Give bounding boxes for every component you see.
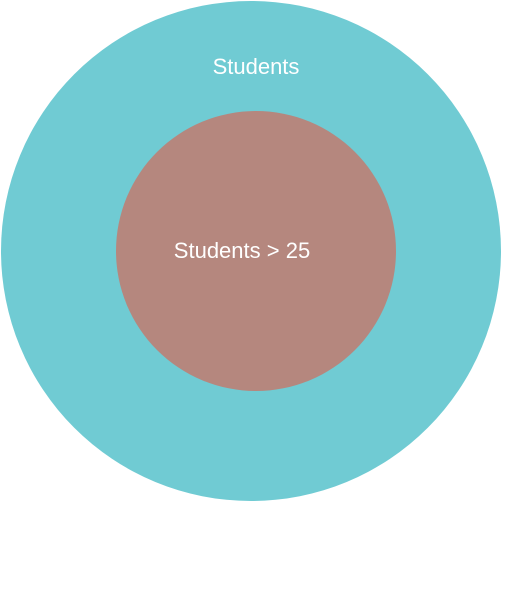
inner-circle-label: Students > 25 bbox=[173, 238, 311, 263]
outer-circle-label: Students bbox=[212, 54, 300, 79]
inner-circle-students-over-25 bbox=[116, 111, 396, 391]
